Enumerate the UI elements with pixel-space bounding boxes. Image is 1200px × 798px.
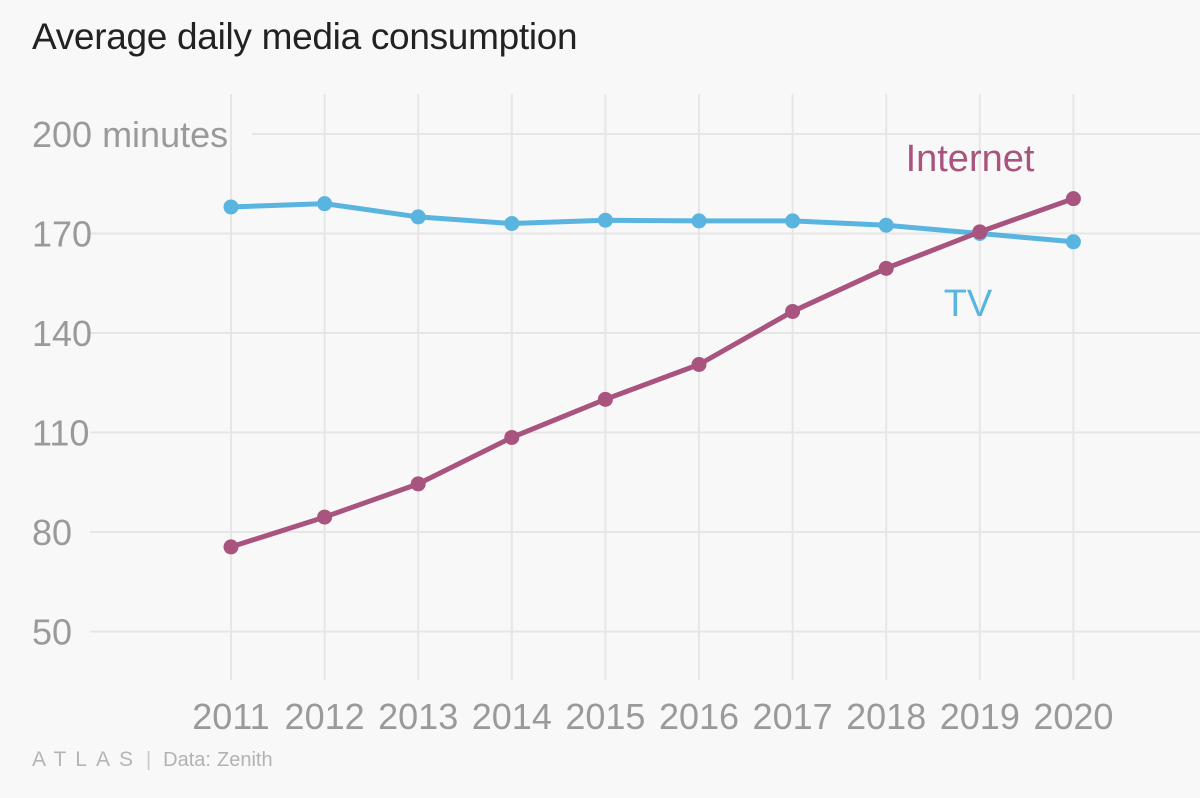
tv-point-2018 (878, 217, 894, 233)
internet-series-label: Internet (906, 138, 1035, 180)
y-tick-label-200: 200 minutes (32, 114, 228, 155)
internet-series-line (228, 196, 1076, 550)
y-tick-label-140: 140 (32, 313, 92, 354)
x-tick-label-2012: 2012 (285, 696, 365, 737)
grid (90, 94, 1200, 680)
internet-point-2013 (410, 476, 426, 492)
y-axis-ticks: 50 80 110 140 170 200 minutes (32, 114, 228, 653)
internet-point-2012 (317, 509, 333, 525)
x-tick-label-2017: 2017 (753, 696, 833, 737)
x-tick-label-2020: 2020 (1033, 696, 1113, 737)
tv-point-2016 (691, 213, 707, 229)
tv-point-2015 (597, 212, 613, 228)
tv-series-line (228, 201, 1076, 245)
source-name: Zenith (216, 748, 273, 771)
y-tick-label-80: 80 (32, 512, 72, 553)
internet-point-2016 (691, 357, 707, 373)
x-tick-label-2014: 2014 (472, 696, 552, 737)
x-tick-label-2018: 2018 (846, 696, 926, 737)
y-tick-label-110: 110 (32, 413, 89, 454)
internet-point-2015 (597, 391, 613, 407)
internet-point-2011 (223, 539, 239, 555)
internet-point-2020 (1065, 191, 1081, 207)
source-label: Data: (163, 748, 211, 771)
x-axis-ticks: 2011 2012 2013 2014 2015 2016 2017 2018 2019 2020 (192, 696, 1113, 737)
x-tick-label-2013: 2013 (378, 696, 458, 737)
internet-point-2014 (504, 429, 520, 445)
tv-point-2014 (504, 216, 520, 232)
chart-title: Average daily media consumption (32, 16, 578, 57)
x-tick-label-2011: 2011 (192, 696, 269, 737)
footer-separator: | (145, 748, 152, 771)
tv-point-2011 (223, 199, 239, 215)
footer: ATLAS | Data: Zenith (32, 748, 273, 772)
tv-series-label: TV (944, 283, 993, 325)
tv-point-2013 (410, 209, 426, 225)
series (223, 191, 1081, 555)
internet-point-2017 (785, 303, 801, 319)
y-tick-label-170: 170 (32, 214, 92, 255)
atlas-logo: ATLAS (32, 748, 142, 771)
tv-point-2012 (317, 196, 333, 212)
series-labels: TV Internet (906, 138, 1035, 325)
internet-point-2019 (972, 224, 988, 240)
x-tick-label-2019: 2019 (940, 696, 1020, 737)
tv-point-2020 (1065, 234, 1081, 250)
x-tick-label-2016: 2016 (659, 696, 739, 737)
y-tick-label-50: 50 (32, 612, 72, 653)
internet-point-2018 (878, 260, 894, 276)
tv-point-2017 (785, 213, 801, 229)
x-tick-label-2015: 2015 (565, 696, 645, 737)
